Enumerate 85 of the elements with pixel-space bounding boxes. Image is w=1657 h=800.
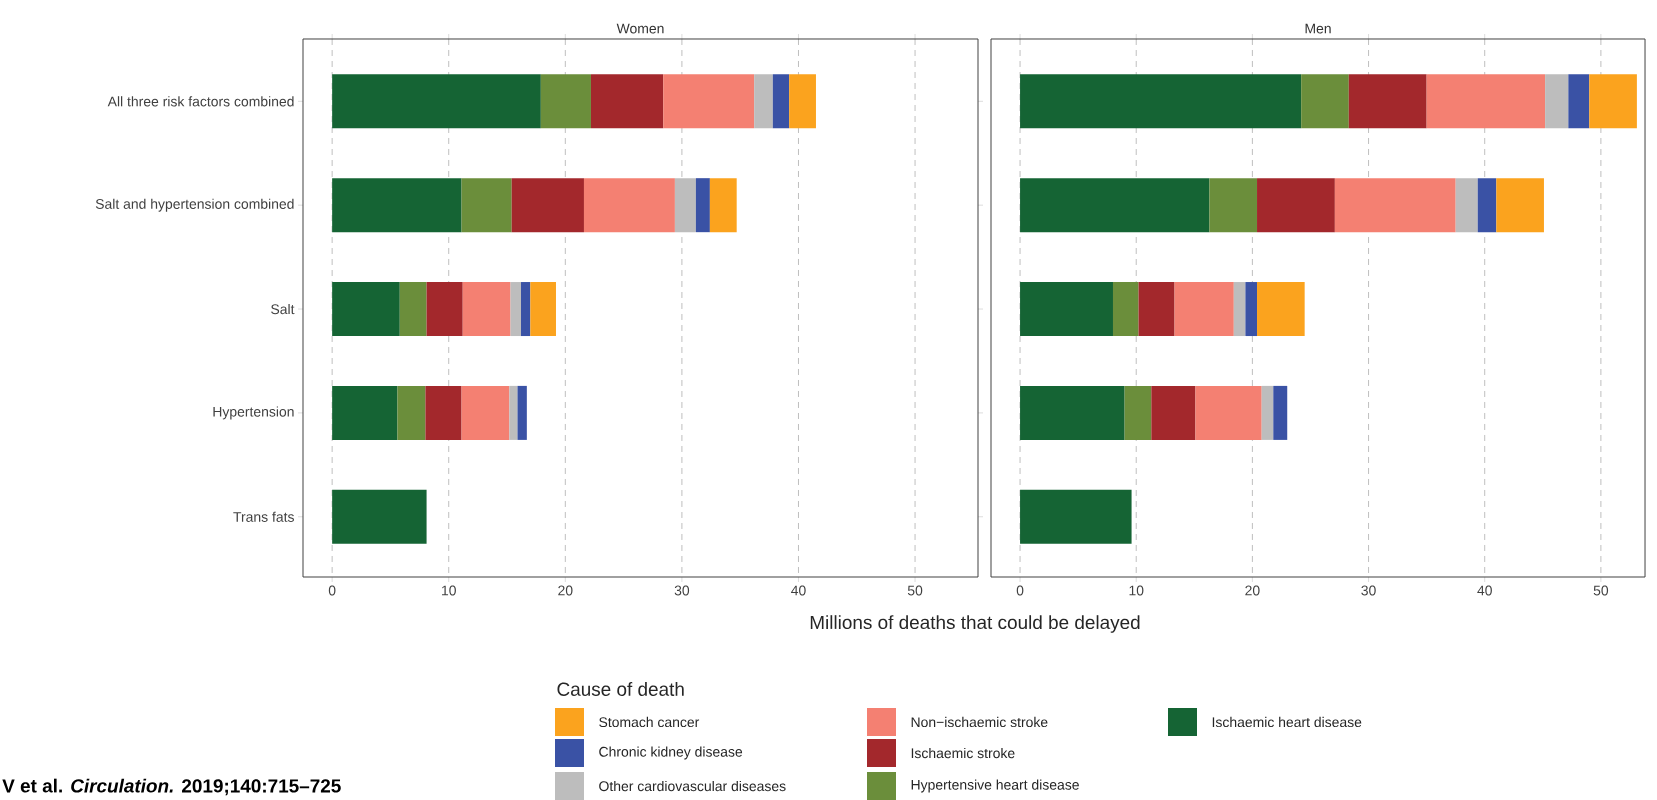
bar bbox=[695, 178, 710, 233]
bar bbox=[1020, 74, 1302, 129]
bar bbox=[1245, 282, 1258, 337]
bar bbox=[332, 385, 398, 440]
bar bbox=[425, 385, 462, 440]
bar bbox=[462, 282, 511, 337]
bar bbox=[1545, 74, 1569, 129]
bar bbox=[1257, 178, 1335, 233]
bar bbox=[397, 385, 426, 440]
bar bbox=[663, 74, 755, 129]
bar bbox=[1301, 74, 1349, 129]
bar bbox=[1233, 282, 1246, 337]
legend-label: Non−ischaemic stroke bbox=[911, 716, 1048, 728]
chart-title: Men bbox=[1305, 23, 1331, 34]
bar bbox=[1455, 178, 1478, 233]
chart-title: Women bbox=[616, 23, 664, 34]
legend-label: Stomach cancer bbox=[599, 716, 700, 728]
bar bbox=[1174, 282, 1234, 337]
bar bbox=[674, 178, 696, 233]
bar bbox=[1261, 385, 1274, 440]
text: V et al. Circulation. 2019;140:715–725 bbox=[2, 778, 341, 796]
x-tick-label: 0 bbox=[1016, 585, 1024, 596]
bar bbox=[1195, 385, 1262, 440]
legend-label: Other cardiovascular diseases bbox=[599, 780, 786, 792]
bar bbox=[1151, 385, 1196, 440]
bar bbox=[1124, 385, 1152, 440]
bar bbox=[1273, 385, 1288, 440]
y-tick-label: Salt and hypertension combined bbox=[95, 198, 294, 212]
legend-label: Ischaemic stroke bbox=[911, 747, 1015, 759]
bar bbox=[517, 385, 527, 440]
bar bbox=[1112, 282, 1139, 337]
x-tick-label: 30 bbox=[1361, 585, 1376, 596]
bar bbox=[426, 282, 463, 337]
bar bbox=[1589, 74, 1637, 129]
bar bbox=[1209, 178, 1258, 233]
bar bbox=[1257, 282, 1305, 337]
bar bbox=[1568, 74, 1590, 129]
bar bbox=[509, 385, 518, 440]
x-tick-label: 20 bbox=[1245, 585, 1260, 596]
x-tick-label: 0 bbox=[328, 585, 336, 596]
bar bbox=[1496, 178, 1544, 233]
bar bbox=[530, 282, 556, 337]
legend-label: Ischaemic heart disease bbox=[1212, 716, 1362, 728]
x-tick-label: 50 bbox=[907, 585, 923, 596]
bar bbox=[1348, 74, 1427, 129]
bar bbox=[1334, 178, 1456, 233]
bar bbox=[1020, 385, 1125, 440]
y-tick-label: Salt bbox=[271, 303, 295, 315]
y-tick-label: Trans fats bbox=[233, 511, 294, 522]
y-tick-label: All three risk factors combined bbox=[107, 96, 294, 107]
bar bbox=[754, 74, 773, 129]
bar bbox=[789, 74, 816, 129]
bar bbox=[332, 282, 400, 337]
bar bbox=[1020, 489, 1132, 544]
bar bbox=[461, 385, 510, 440]
x-tick-label: 40 bbox=[1477, 585, 1492, 596]
bar bbox=[332, 74, 541, 129]
x-tick-label: 20 bbox=[558, 585, 573, 596]
bar bbox=[332, 178, 462, 233]
bar bbox=[510, 282, 522, 337]
bar bbox=[521, 282, 531, 337]
bar bbox=[511, 178, 584, 233]
bar bbox=[399, 282, 427, 337]
bar bbox=[540, 74, 591, 129]
bar bbox=[772, 74, 790, 129]
x-tick-label: 40 bbox=[791, 585, 806, 596]
x-tick-label: 10 bbox=[442, 585, 456, 596]
bar bbox=[1138, 282, 1175, 337]
bar bbox=[1426, 74, 1546, 129]
bar bbox=[583, 178, 675, 233]
legend-title: Cause of death bbox=[557, 682, 684, 696]
legend-label: Hypertensive heart disease bbox=[911, 779, 1079, 793]
x-tick-label: 30 bbox=[674, 585, 690, 596]
bar bbox=[709, 178, 737, 233]
x-tick-label: 50 bbox=[1593, 585, 1609, 596]
legend-label: Chronic kidney disease bbox=[599, 746, 743, 760]
x-tick-label: 10 bbox=[1129, 585, 1144, 596]
y-tick-label: Hypertension bbox=[213, 406, 294, 420]
bar bbox=[1477, 178, 1497, 233]
bar bbox=[1020, 282, 1113, 337]
x-axis-title: Millions of deaths that could be delayed bbox=[810, 615, 1140, 633]
bar bbox=[1020, 178, 1210, 233]
bar bbox=[590, 74, 664, 129]
bar bbox=[461, 178, 512, 233]
bar bbox=[332, 489, 427, 544]
